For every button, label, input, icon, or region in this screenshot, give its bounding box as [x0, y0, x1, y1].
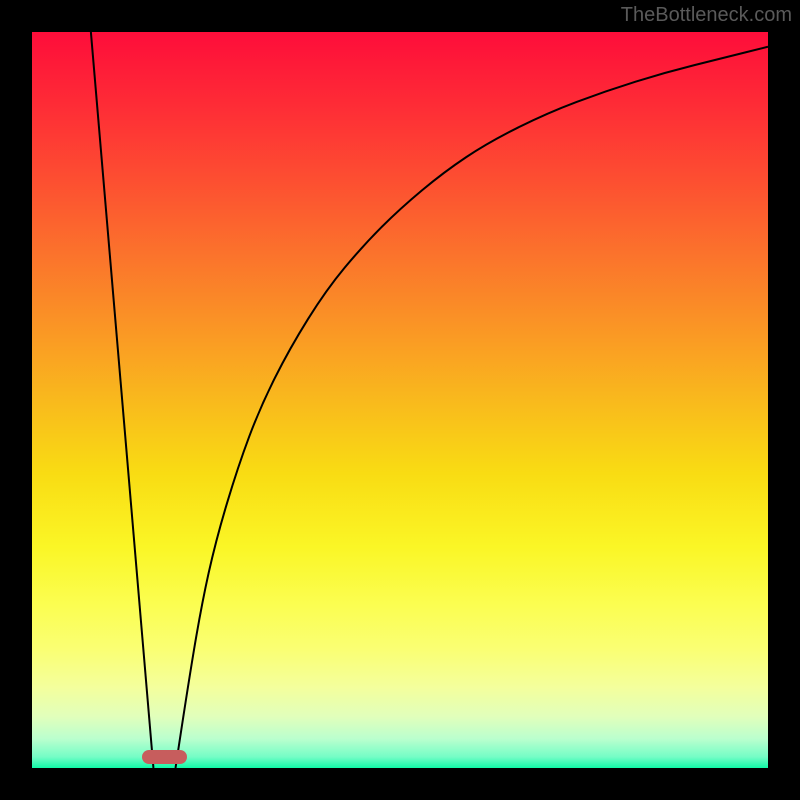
curve-layer [32, 32, 768, 768]
plot-area [32, 32, 768, 768]
bottleneck-marker [142, 750, 186, 764]
left-line-segment [91, 32, 154, 768]
watermark-text: TheBottleneck.com [621, 4, 792, 27]
right-curve-segment [176, 47, 768, 768]
root-container: TheBottleneck.com [0, 0, 800, 800]
